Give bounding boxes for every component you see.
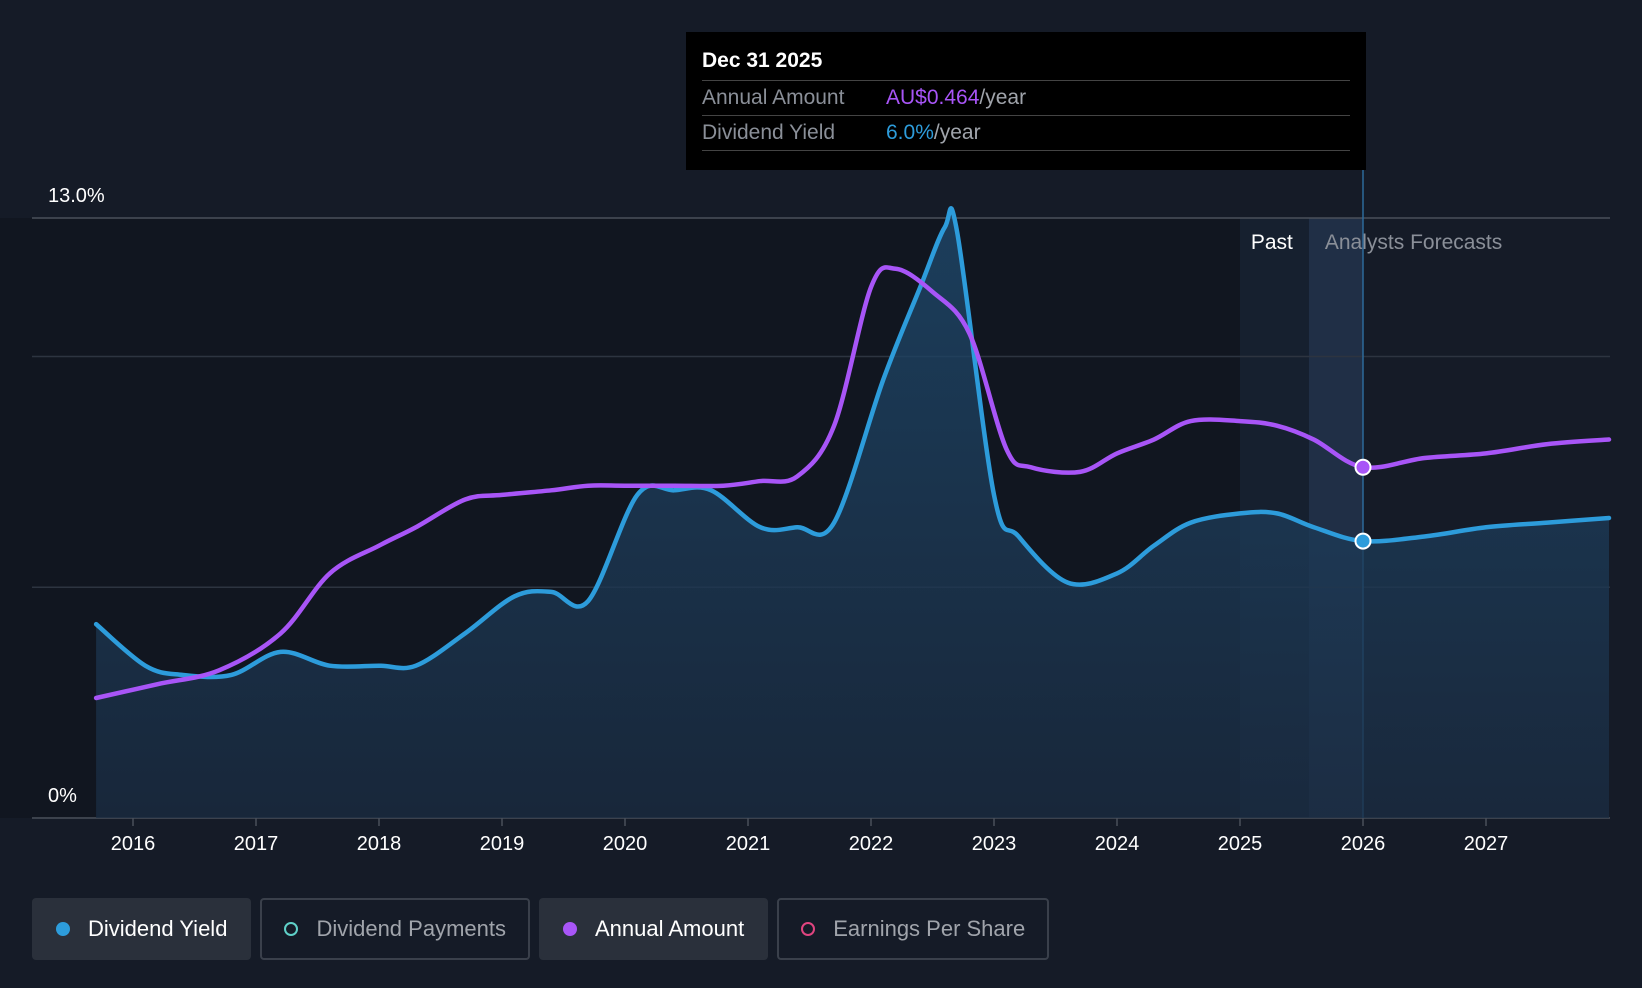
legend-annual-amount-button[interactable]: Annual Amount: [538, 898, 769, 960]
x-tick-label-2025: 2025: [1218, 833, 1263, 855]
legend-dividend-payments-dot-icon: [284, 922, 299, 936]
chart-legend: Dividend Yield Dividend Payments Annual …: [32, 898, 1050, 960]
legend-annual-amount-dot-icon: [562, 922, 577, 936]
y-axis-min-label: 0%: [48, 785, 77, 807]
annual-amount-line: [93, 265, 1612, 701]
x-tick-label-2018: 2018: [357, 833, 402, 855]
x-tick-label-2019: 2019: [480, 833, 525, 855]
tooltip-annual-amount-label: Annual Amount: [702, 86, 845, 109]
legend-dividend-yield-label: Dividend Yield: [88, 916, 228, 941]
legend-dividend-payments-button[interactable]: Dividend Payments: [260, 898, 530, 960]
x-tick-label-2016: 2016: [111, 833, 156, 855]
x-tick-label-2026: 2026: [1341, 833, 1386, 855]
tooltip-annual-amount-value: AU$0.464: [886, 86, 980, 109]
x-tick-label-2020: 2020: [603, 833, 648, 855]
tooltip-dividend-yield-unit: /year: [933, 121, 981, 144]
x-tick-label-2021: 2021: [726, 833, 771, 855]
x-tick-label-2017: 2017: [234, 833, 279, 855]
x-tick-label-2022: 2022: [849, 833, 894, 855]
legend-annual-amount-label: Annual Amount: [594, 916, 745, 941]
chart-tooltip: Dec 31 2025 Annual Amount AU$0.464 /year…: [686, 32, 1366, 170]
tooltip-date: Dec 31 2025: [702, 46, 1350, 81]
tooltip-dividend-yield-value: 6.0%: [886, 121, 934, 144]
forecast-label: Analysts Forecasts: [1325, 231, 1502, 254]
legend-earnings-per-share-dot-icon: [801, 922, 816, 936]
x-tick-label-2023: 2023: [972, 833, 1017, 855]
dividend-yield-highlight-point: [1354, 532, 1372, 550]
tooltip-dividend-yield-row: Dividend Yield 6.0% /year: [702, 116, 1350, 151]
tooltip-annual-amount-row: Annual Amount AU$0.464 /year: [702, 81, 1350, 116]
y-axis-max-label: 13.0%: [48, 185, 105, 207]
tooltip-annual-amount-unit: /year: [979, 86, 1027, 109]
legend-dividend-yield-button[interactable]: Dividend Yield: [32, 898, 252, 960]
legend-dividend-yield-dot-icon: [56, 922, 70, 936]
dividend-yield-line: [93, 206, 1612, 680]
x-tick-label-2024: 2024: [1095, 833, 1140, 855]
x-tick-label-2027: 2027: [1464, 833, 1509, 855]
legend-earnings-per-share-label: Earnings Per Share: [833, 916, 1026, 941]
legend-earnings-per-share-button[interactable]: Earnings Per Share: [777, 898, 1050, 960]
dividend-yield-area: [96, 208, 1610, 818]
past-label: Past: [1251, 231, 1293, 254]
annual-amount-highlight-point: [1354, 458, 1372, 476]
legend-dividend-payments-label: Dividend Payments: [316, 916, 506, 941]
tooltip-dividend-yield-label: Dividend Yield: [702, 121, 836, 144]
